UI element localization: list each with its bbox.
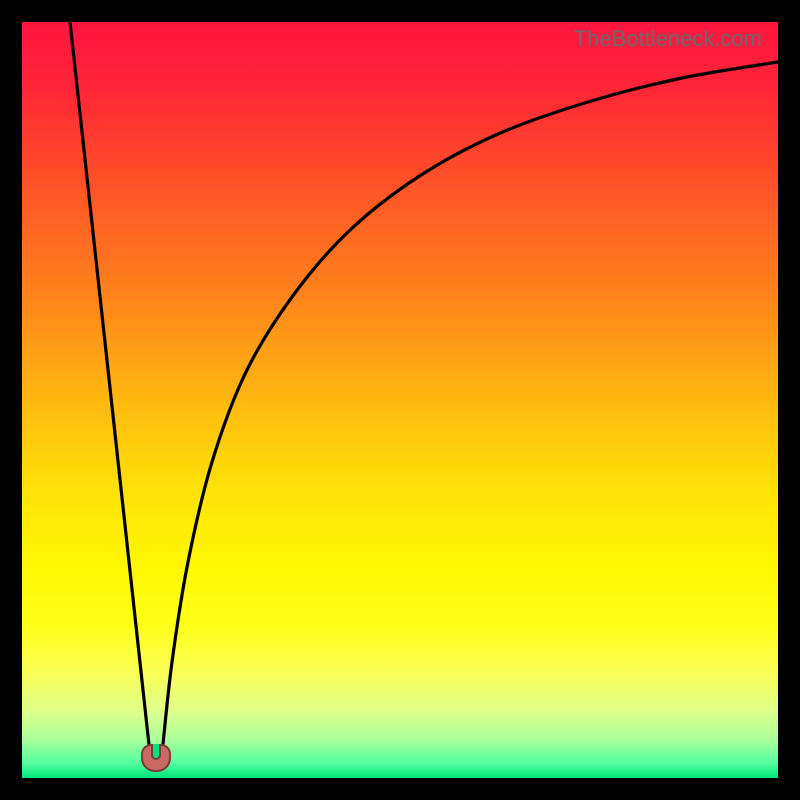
plot-area: TheBottleneck.com — [22, 22, 778, 778]
curve-left-branch — [70, 22, 150, 754]
curve-right-branch — [162, 62, 778, 754]
dip-marker-inner — [151, 744, 161, 760]
curve-overlay — [22, 22, 778, 778]
dip-marker — [141, 744, 171, 772]
